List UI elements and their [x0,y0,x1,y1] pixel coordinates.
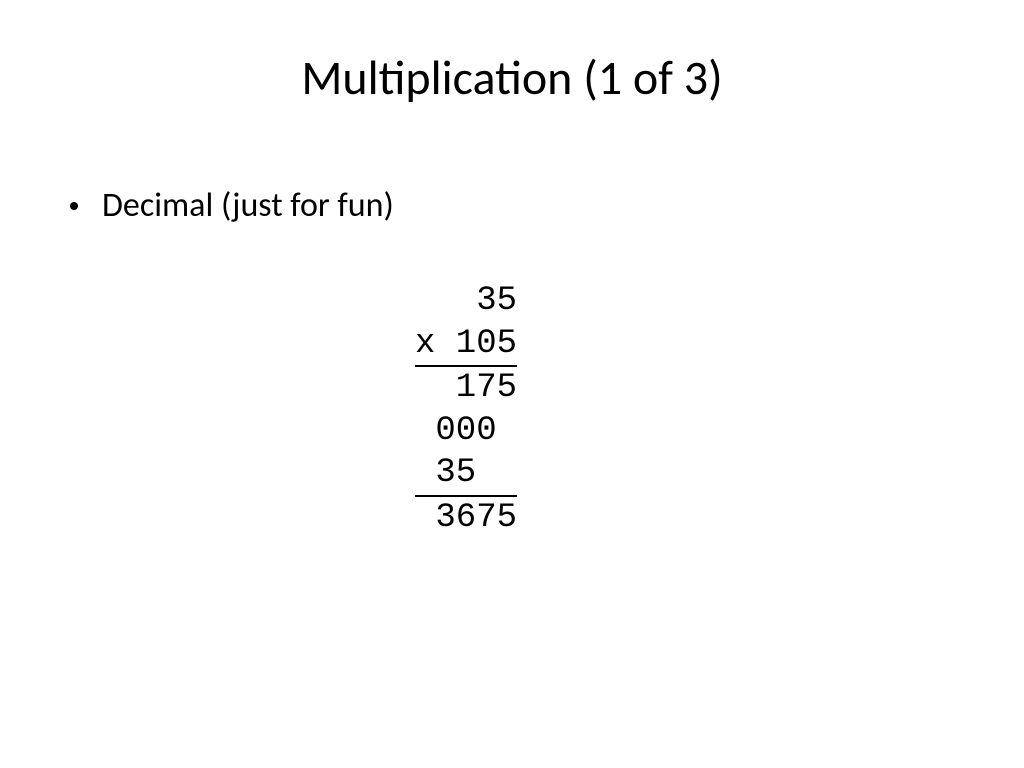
multiplication-work: 35x 105175000 35 3675 [415,280,517,539]
slide-title: Multiplication (1 of 3) [0,48,1024,107]
math-line: x 105 [415,323,517,368]
math-line: 3675 [415,497,517,540]
math-line: 35 [415,280,517,323]
slide: Multiplication (1 of 3) Decimal (just fo… [0,0,1024,768]
math-line: 000 [415,410,517,453]
bullet-icon [70,202,78,210]
math-line: 175 [415,367,517,410]
bullet-item: Decimal (just for fun) [70,185,394,226]
math-line: 35 [415,452,517,497]
bullet-text: Decimal (just for fun) [102,185,394,226]
